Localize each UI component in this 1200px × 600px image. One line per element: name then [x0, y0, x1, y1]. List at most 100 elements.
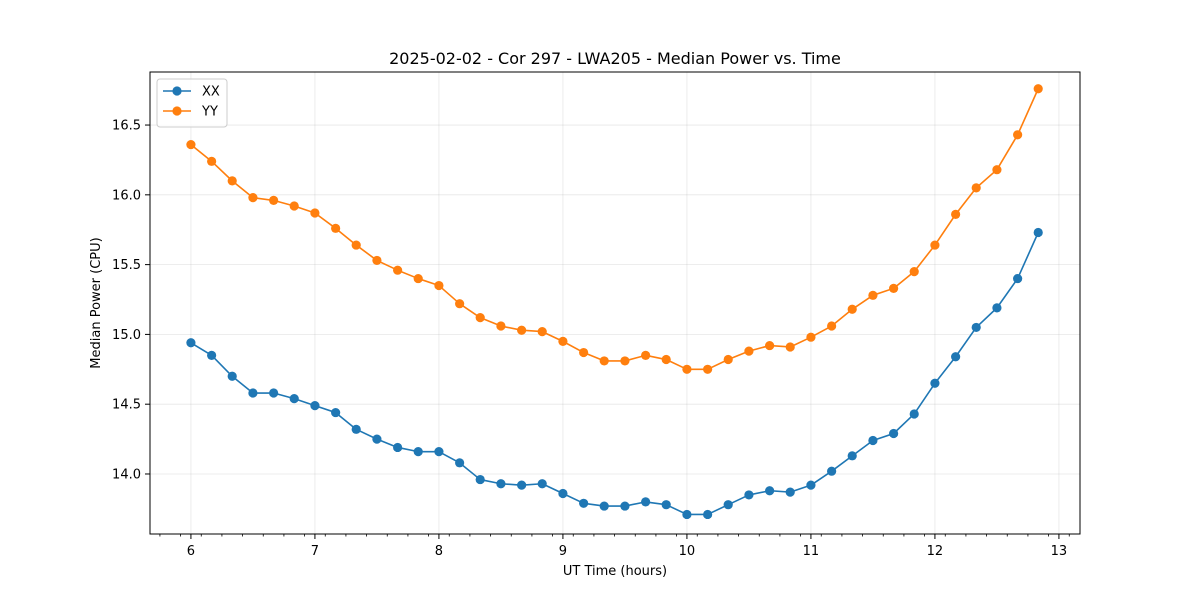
y-tick-label: 14.0 [112, 467, 141, 482]
data-point-yy [434, 280, 444, 291]
x-tick-label: 13 [1051, 544, 1068, 559]
data-point-yy [785, 342, 795, 352]
x-tick-label: 7 [311, 544, 319, 559]
x-tick-label: 6 [187, 544, 195, 559]
data-point-xx [558, 488, 568, 499]
data-point-xx [207, 350, 217, 360]
data-point-xx [909, 409, 919, 419]
data-point-xx [744, 490, 754, 500]
data-point-yy [269, 195, 279, 206]
data-point-yy [248, 193, 258, 203]
legend-swatch-marker-yy [172, 106, 182, 116]
data-point-xx [227, 371, 237, 381]
data-point-xx [537, 479, 547, 489]
data-point-xx [703, 509, 713, 520]
data-point-yy [827, 321, 837, 331]
data-point-yy [579, 347, 589, 358]
data-point-yy [372, 255, 382, 266]
data-point-yy [703, 364, 713, 374]
plot-frame [149, 71, 1081, 535]
data-point-yy [413, 273, 423, 284]
data-point-yy [599, 356, 609, 366]
data-point-yy [620, 356, 630, 366]
data-point-yy [641, 350, 651, 360]
data-point-yy [186, 139, 196, 150]
data-point-yy [661, 354, 671, 365]
data-point-yy [930, 240, 940, 250]
data-point-yy [1033, 84, 1043, 94]
legend-label-xx: XX [202, 85, 220, 100]
x-tick-label: 9 [559, 544, 567, 559]
legend-label-yy: YY [201, 105, 218, 120]
data-point-yy [682, 364, 692, 374]
y-tick-label: 15.0 [112, 328, 141, 343]
data-point-xx [269, 388, 279, 398]
data-point-xx [372, 434, 382, 444]
x-tick-label: 10 [679, 544, 696, 559]
data-point-xx [992, 303, 1002, 313]
grid [150, 72, 1080, 534]
data-point-xx [186, 338, 196, 348]
data-point-xx [455, 458, 465, 468]
data-point-yy [207, 156, 217, 166]
data-point-xx [351, 424, 361, 434]
data-point-yy [806, 332, 816, 342]
data-point-xx [723, 500, 733, 510]
data-point-xx [289, 394, 299, 404]
data-point-xx [599, 501, 609, 511]
data-point-yy [889, 283, 899, 293]
data-point-xx [971, 322, 981, 333]
chart-title: 2025-02-02 - Cor 297 - LWA205 - Median P… [389, 49, 841, 68]
data-point-yy [847, 304, 857, 314]
data-point-yy [310, 208, 320, 218]
data-point-xx [413, 447, 423, 457]
data-point-xx [434, 447, 444, 457]
data-point-yy [765, 340, 775, 351]
data-point-xx [682, 509, 692, 520]
data-point-xx [1033, 227, 1043, 238]
data-point-xx [579, 498, 589, 508]
legend: XX YY [156, 78, 228, 128]
data-point-yy [289, 201, 299, 211]
data-point-xx [847, 451, 857, 461]
series-layer [186, 84, 1043, 520]
data-point-yy [992, 165, 1002, 175]
data-point-yy [227, 176, 237, 186]
data-point-yy [971, 183, 981, 193]
data-point-xx [475, 474, 485, 485]
data-point-xx [393, 442, 403, 453]
data-point-yy [951, 209, 961, 219]
data-point-yy [475, 313, 485, 323]
data-point-xx [868, 435, 878, 446]
x-tick-label: 8 [435, 544, 443, 559]
ticks: 6 7 8 9 10 11 12 13 14.0 14.5 15.0 15.5 16.0 16.5 [112, 119, 1070, 559]
data-point-yy [1013, 130, 1023, 140]
data-point-xx [930, 378, 940, 388]
data-point-yy [723, 354, 733, 365]
x-axis-label: UT Time (hours) [563, 564, 667, 579]
data-point-yy [496, 321, 506, 331]
data-point-yy [351, 240, 361, 250]
data-point-xx [785, 487, 795, 497]
y-tick-label: 15.5 [112, 258, 141, 273]
data-point-yy [331, 223, 341, 233]
data-point-xx [496, 479, 506, 489]
data-point-yy [909, 266, 919, 277]
data-point-yy [517, 325, 527, 335]
data-point-xx [951, 352, 961, 362]
data-point-xx [620, 501, 630, 511]
legend-swatch-marker-xx [172, 86, 182, 96]
y-tick-label: 14.5 [112, 398, 141, 413]
y-tick-label: 16.0 [112, 188, 141, 203]
data-point-xx [661, 500, 671, 510]
data-point-yy [537, 327, 547, 337]
x-tick-label: 11 [803, 544, 820, 559]
data-point-xx [827, 466, 837, 476]
data-point-xx [1013, 273, 1023, 284]
data-point-yy [558, 336, 568, 346]
data-point-yy [744, 346, 754, 356]
data-point-yy [868, 290, 878, 300]
data-point-xx [248, 388, 258, 398]
data-point-xx [310, 400, 320, 411]
